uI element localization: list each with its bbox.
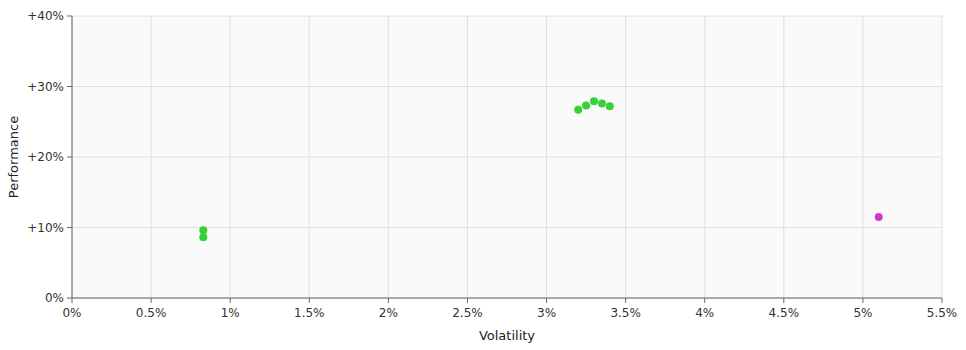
- series: [875, 213, 883, 221]
- grid-line-y: [72, 298, 942, 299]
- y-axis-label: Performance: [6, 116, 21, 198]
- tick-x: [72, 298, 73, 303]
- tick-x: [309, 298, 310, 303]
- point: [598, 99, 606, 107]
- grid-line-y: [72, 86, 942, 87]
- series: [199, 97, 614, 241]
- tick-label-y: 0%: [45, 291, 64, 305]
- grid: [72, 16, 942, 298]
- tick-label-y: +30%: [27, 80, 64, 94]
- grid-line-x: [72, 16, 73, 298]
- tick-x: [942, 298, 943, 303]
- chart: 0% 0.5% 1% 1.5% 2% 2.5% 3% 3.5% 4% 4.5% 5% 5.5% 0% +1…: [0, 0, 966, 350]
- grid-line-y: [72, 16, 942, 17]
- tick-label-x: 1%: [221, 306, 240, 320]
- tick-label-x: 4%: [695, 306, 714, 320]
- tick-x: [467, 298, 468, 303]
- axes: 0% 0.5% 1% 1.5% 2% 2.5% 3% 3.5% 4% 4.5% 5% 5.5% 0% +1…: [27, 9, 957, 320]
- tick-x: [783, 298, 784, 303]
- tick-label-x: 0%: [62, 306, 81, 320]
- tick-label-x: 5%: [853, 306, 872, 320]
- point: [199, 233, 207, 241]
- tick-x: [388, 298, 389, 303]
- tick-y: [67, 86, 72, 87]
- grid-line-y: [72, 157, 942, 158]
- tick-x: [546, 298, 547, 303]
- tick-label-y: +10%: [27, 221, 64, 235]
- tick-label-x: 5.5%: [927, 306, 958, 320]
- tick-label-y: +40%: [27, 9, 64, 23]
- point: [582, 102, 590, 110]
- tick-label-x: 3.5%: [610, 306, 641, 320]
- y-axis-line: [72, 16, 73, 298]
- tick-x: [625, 298, 626, 303]
- tick-label-x: 1.5%: [294, 306, 325, 320]
- tick-x: [704, 298, 705, 303]
- point: [574, 106, 582, 114]
- tick-y: [67, 298, 72, 299]
- tick-label-x: 2.5%: [452, 306, 483, 320]
- points: [199, 97, 882, 241]
- tick-x: [230, 298, 231, 303]
- x-axis-label: Volatility: [479, 328, 535, 343]
- tick-label-x: 2%: [379, 306, 398, 320]
- tick-label-x: 3%: [537, 306, 556, 320]
- tick-label-x: 0.5%: [136, 306, 167, 320]
- tick-y: [67, 16, 72, 17]
- point: [875, 213, 883, 221]
- point: [199, 226, 207, 234]
- plot-area: [72, 16, 942, 298]
- tick-x: [151, 298, 152, 303]
- tick-label-x: 4.5%: [769, 306, 800, 320]
- tick-y: [67, 227, 72, 228]
- tick-x: [862, 298, 863, 303]
- x-axis-line: [72, 298, 942, 299]
- tick-label-y: +20%: [27, 150, 64, 164]
- tick-y: [67, 157, 72, 158]
- point: [606, 102, 614, 110]
- point: [590, 97, 598, 105]
